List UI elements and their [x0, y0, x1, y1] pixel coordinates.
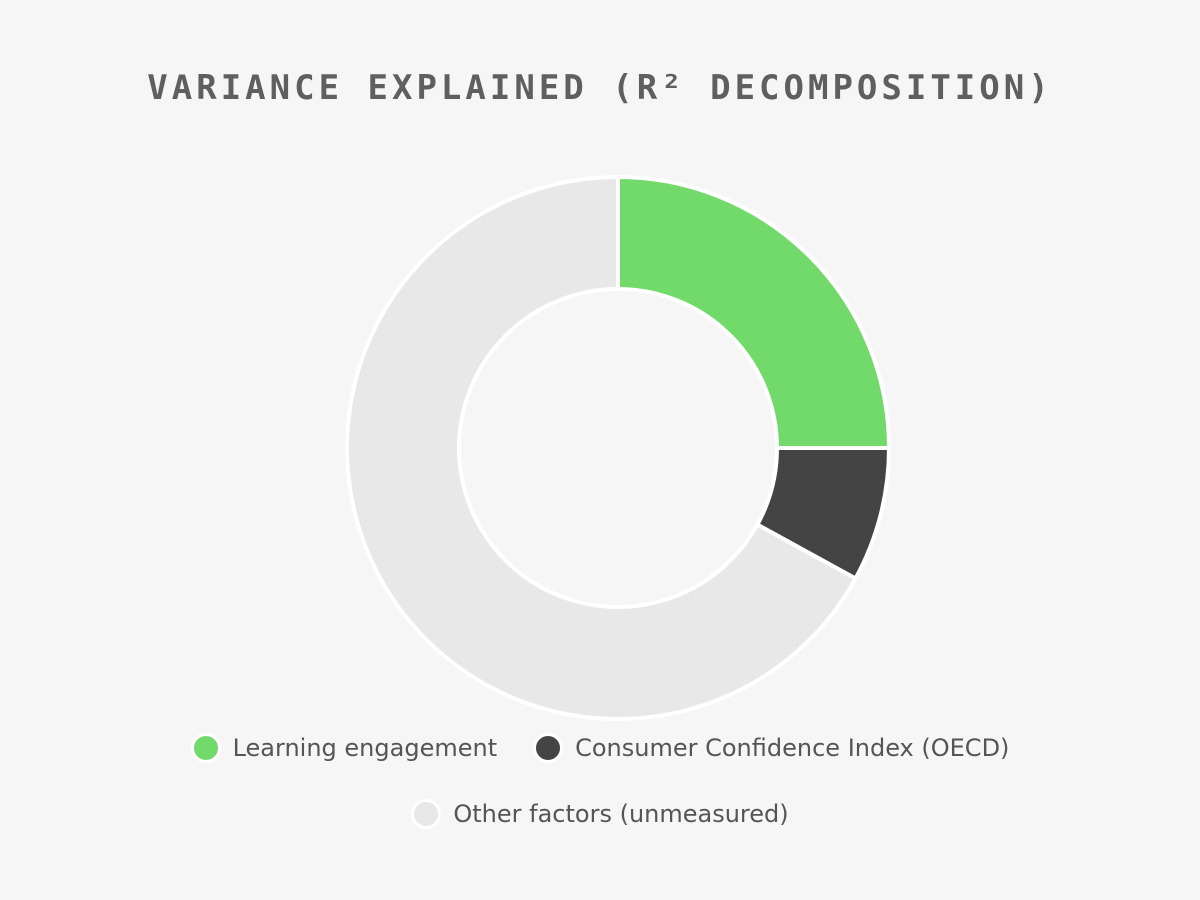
legend-row-2: Other factors (unmeasured) — [0, 799, 1200, 829]
legend-row-1: Learning engagement Consumer Confidence … — [0, 733, 1200, 763]
chart-title: VARIANCE EXPLAINED (R² DECOMPOSITION) — [147, 68, 1053, 108]
legend-item-other-factors[interactable]: Other factors (unmeasured) — [411, 799, 789, 829]
legend-label-other-factors: Other factors (unmeasured) — [453, 800, 789, 828]
legend-swatch-learning-engagement — [190, 733, 221, 763]
legend-item-learning-engagement[interactable]: Learning engagement — [190, 733, 498, 763]
legend-swatch-other-factors — [411, 799, 442, 829]
legend-label-learning-engagement: Learning engagement — [232, 734, 498, 762]
donut-slice-learning-engagement[interactable] — [616, 175, 891, 450]
legend-label-consumer-confidence: Consumer Confidence Index (OECD) — [575, 734, 1010, 762]
legend-swatch-consumer-confidence — [533, 733, 564, 763]
donut-slice-other-factors-unmeasured[interactable] — [345, 175, 858, 721]
legend-item-consumer-confidence[interactable]: Consumer Confidence Index (OECD) — [533, 733, 1009, 763]
